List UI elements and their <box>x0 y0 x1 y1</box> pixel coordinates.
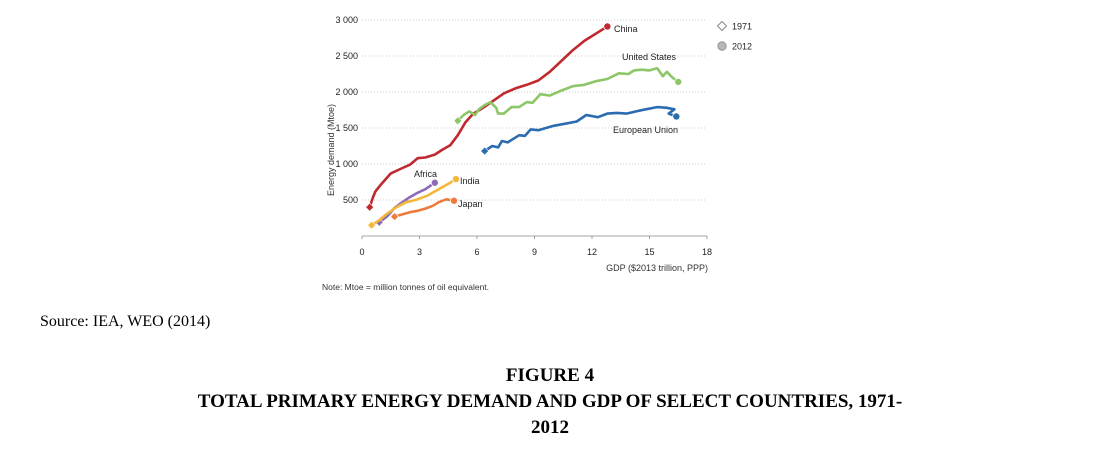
series-line <box>368 25 609 209</box>
x-tick-label: 6 <box>474 247 479 257</box>
marker-2012-circle <box>451 175 460 184</box>
series-line <box>483 105 678 153</box>
marker-1971-diamond <box>480 146 490 156</box>
y-tick-label: 3 000 <box>335 15 358 25</box>
marker-1971-diamond <box>367 220 377 230</box>
chart-note: Note: Mtoe = million tonnes of oil equiv… <box>322 282 489 292</box>
grid-lines <box>362 19 707 201</box>
y-tick-label: 500 <box>343 195 358 205</box>
y-tick-label: 2 000 <box>335 87 358 97</box>
legend-2012-label: 2012 <box>732 42 752 52</box>
series-label: United States <box>622 52 677 62</box>
marker-2012-circle <box>674 77 683 86</box>
figure-title-line-1: TOTAL PRIMARY ENERGY DEMAND AND GDP OF S… <box>197 391 903 412</box>
series-line <box>370 177 458 227</box>
series-line <box>456 66 680 123</box>
series-label: Japan <box>458 199 483 209</box>
marker-2012-circle <box>603 22 612 31</box>
marker-1971-diamond <box>365 202 375 212</box>
axes: 500 1 000 1 500 2 000 2 500 3 000 0 3 6 9 12 15 18 <box>335 15 712 257</box>
x-tick-label: 15 <box>644 247 654 257</box>
y-tick-label: 1 500 <box>335 123 358 133</box>
legend: 1971 2012 <box>716 20 752 52</box>
marker-1971-diamond <box>716 20 728 32</box>
series-line <box>377 181 437 224</box>
legend-2012-marker <box>717 41 727 51</box>
series-line <box>393 198 456 218</box>
y-tick-label: 2 500 <box>335 51 358 61</box>
x-tick-label: 3 <box>417 247 422 257</box>
x-tick-label: 0 <box>359 247 364 257</box>
series-lines <box>365 22 683 230</box>
legend-1971-label: 1971 <box>732 22 752 32</box>
marker-2012-circle <box>672 112 681 121</box>
figure-source: Source: IEA, WEO (2014) <box>40 313 211 330</box>
series-labels: China United States European Union Africa In… <box>414 24 678 209</box>
energy-gdp-chart: 500 1 000 1 500 2 000 2 500 3 000 0 3 6 9 12 15 18 C… <box>322 15 752 292</box>
series-label: China <box>614 24 638 34</box>
x-tick-label: 18 <box>702 247 712 257</box>
x-tick-label: 12 <box>587 247 597 257</box>
marker-1971-diamond <box>453 116 463 126</box>
figure-number: FIGURE 4 <box>505 365 595 386</box>
x-tick-label: 9 <box>532 247 537 257</box>
y-axis-title: Energy demand (Mtoe) <box>326 104 336 196</box>
figure-title-line-2: 2012 <box>531 417 569 438</box>
series-label: Africa <box>414 169 437 179</box>
series-label: India <box>460 176 480 186</box>
y-tick-label: 1 000 <box>335 159 358 169</box>
x-axis-title: GDP ($2013 trillion, PPP) <box>606 263 708 273</box>
marker-2012-circle <box>449 196 458 205</box>
series-label: European Union <box>613 125 678 135</box>
marker-1971-diamond <box>390 212 400 221</box>
marker-2012-circle <box>430 178 439 187</box>
